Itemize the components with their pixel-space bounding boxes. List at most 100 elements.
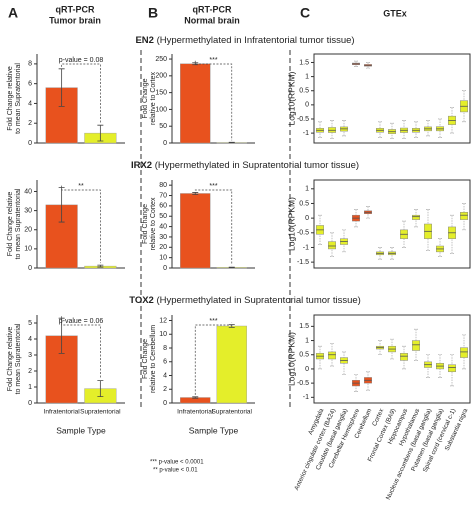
whisker — [438, 368, 442, 378]
whisker — [378, 349, 382, 356]
y-tick-label: -0.5 — [297, 380, 309, 387]
row-title: IRX2 (Hypermethylated in Supratentorial … — [131, 160, 359, 171]
whisker — [342, 229, 346, 239]
y-tick-label: 0 — [28, 265, 32, 272]
y-axis-label: Fold Change — [142, 339, 149, 379]
y-tick-label: 1.5 — [299, 323, 309, 330]
x-axis-label: Sample Type — [56, 425, 106, 435]
whisker — [414, 328, 418, 341]
whisker — [450, 238, 454, 254]
y-tick-label: 4 — [28, 336, 32, 343]
y-axis-label: Log10(RPKM) — [286, 332, 296, 386]
y-tick-label: 4 — [163, 372, 167, 379]
whisker — [402, 132, 406, 140]
y-tick-label: 1.5 — [299, 59, 309, 66]
whisker — [342, 363, 346, 375]
whisker — [318, 121, 322, 129]
y-tick-label: 0 — [305, 215, 309, 222]
y-axis-label: Log10(RPKM) — [286, 71, 296, 125]
whisker — [414, 350, 418, 361]
y-tick-label: 0 — [28, 400, 32, 407]
y-tick-label: 40 — [24, 188, 32, 195]
y-tick-label: 60 — [159, 203, 167, 210]
panel-letter: B — [148, 5, 158, 21]
bar — [180, 193, 211, 269]
y-tick-label: 20 — [24, 227, 32, 234]
y-axis-label: relative to Cerebellum — [150, 325, 157, 393]
whisker — [402, 360, 406, 370]
whisker — [414, 209, 418, 216]
error-bar — [97, 124, 104, 142]
whisker — [426, 130, 430, 137]
error-bar — [97, 264, 104, 268]
y-tick-label: 50 — [159, 213, 167, 220]
y-tick-label: 8 — [28, 61, 32, 68]
y-tick-label: 0.5 — [299, 352, 309, 359]
whisker — [462, 334, 466, 348]
y-tick-label: 30 — [24, 207, 32, 214]
whisker — [390, 247, 394, 252]
significance-bracket — [194, 189, 233, 266]
y-tick-label: 30 — [159, 234, 167, 241]
box — [412, 214, 420, 220]
whisker — [318, 345, 322, 354]
y-tick-label: 0 — [163, 265, 167, 272]
significance-bracket — [194, 60, 233, 141]
whisker — [462, 357, 466, 370]
box — [400, 353, 408, 361]
whisker — [390, 133, 394, 140]
y-tick-label: 0 — [163, 140, 167, 147]
row-note: (Hypermethylated in Infratentorial tumor… — [157, 35, 355, 46]
y-axis-label: to mean Supratentorial — [15, 323, 22, 394]
y-tick-label: 70 — [159, 192, 167, 199]
x-tick-label: Supratentorial — [80, 409, 121, 416]
significance-label: *** — [209, 318, 217, 325]
whisker — [318, 234, 322, 245]
y-tick-label: 6 — [28, 81, 32, 88]
whisker — [426, 120, 430, 127]
y-tick-label: 0 — [163, 400, 167, 407]
row-title: EN2 (Hypermethylated in Infratentorial t… — [135, 35, 354, 46]
plot-frame — [313, 179, 471, 269]
y-axis-label: relative to Cortex — [150, 72, 157, 125]
whisker — [450, 371, 454, 387]
y-tick-label: 1 — [305, 337, 309, 344]
whisker — [354, 60, 358, 64]
whisker — [330, 343, 334, 352]
y-tick-label: 2 — [163, 386, 167, 393]
error-bar — [192, 396, 199, 399]
y-axis-label: Fold Change relative — [7, 327, 14, 392]
footnote: *** p-value < 0.0001 — [150, 460, 204, 466]
whisker — [462, 219, 466, 231]
box — [460, 347, 468, 358]
y-tick-label: 10 — [159, 254, 167, 261]
y-tick-label: 0.5 — [299, 88, 309, 95]
significance-bracket — [61, 63, 101, 124]
whisker — [342, 120, 346, 127]
plot-frame — [313, 314, 471, 404]
y-tick-label: 80 — [159, 182, 167, 189]
whisker — [318, 214, 322, 226]
x-tick-label: Supratentorial — [212, 409, 253, 416]
y-tick-label: 50 — [159, 123, 167, 130]
significance-bracket — [61, 316, 101, 379]
whisker — [378, 340, 382, 347]
whisker — [450, 107, 454, 117]
whisker — [378, 247, 382, 252]
whisker — [354, 374, 358, 381]
whisker — [378, 121, 382, 129]
y-tick-label: 10 — [24, 246, 32, 253]
bar — [216, 325, 247, 404]
row-note: (Hypermethylated in Supratentorial tumor… — [155, 160, 359, 171]
panel-title: Normal brain — [184, 15, 240, 25]
whisker — [366, 213, 370, 219]
whisker — [330, 232, 334, 242]
y-axis-label: relative to Cortex — [150, 197, 157, 250]
y-tick-label: -1 — [303, 394, 309, 401]
whisker — [438, 238, 442, 246]
y-axis-label: Log10(RPKM) — [286, 197, 296, 251]
panel-title: GTEx — [383, 8, 407, 18]
y-tick-label: 100 — [155, 106, 167, 113]
whisker — [330, 359, 334, 367]
